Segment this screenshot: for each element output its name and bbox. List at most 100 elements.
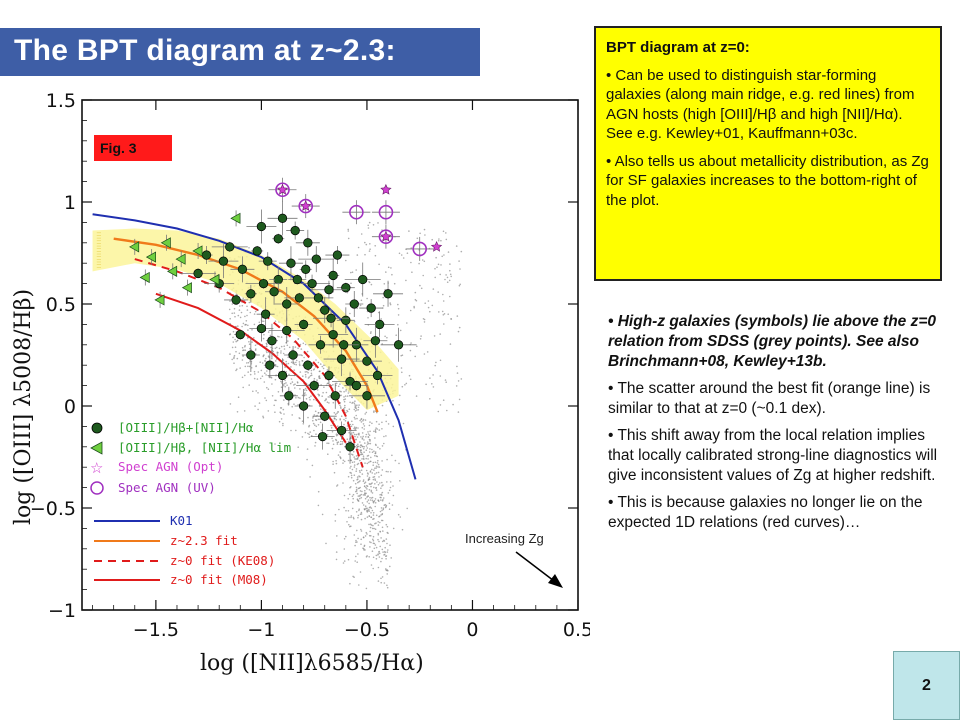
sdss-point [261, 362, 264, 364]
sdss-point [371, 468, 373, 471]
sdss-point [327, 382, 329, 385]
sdss-point [241, 325, 243, 328]
sdss-point [352, 423, 354, 426]
agn-opt-point [380, 183, 392, 195]
sdss-point [344, 406, 346, 409]
detection-point [277, 370, 288, 381]
sdss-point [335, 439, 338, 442]
sdss-point [348, 493, 351, 496]
sdss-point [378, 476, 380, 478]
limit-point [129, 241, 140, 253]
sdss-point [365, 469, 368, 472]
legend-limit-label: [OIII]/Hβ, [NII]/Hα lim [118, 440, 291, 455]
sdss-point [280, 412, 282, 415]
sdss-point [360, 543, 362, 545]
sdss-point [333, 412, 336, 414]
sdss-point [377, 471, 380, 474]
sdss-point [245, 323, 247, 326]
sdss-point [312, 419, 314, 422]
sdss-point [442, 230, 445, 233]
sdss-point [278, 347, 281, 350]
sdss-point [339, 451, 341, 453]
sdss-point [381, 404, 384, 407]
sdss-point [356, 447, 358, 449]
sdss-point [437, 410, 440, 413]
sdss-point [381, 513, 384, 515]
sdss-point [369, 332, 372, 334]
sdss-point [377, 499, 380, 502]
sdss-point [377, 524, 380, 526]
sdss-point [389, 544, 391, 546]
sdss-point [383, 540, 386, 542]
sdss-point [287, 362, 290, 365]
sdss-point [351, 461, 354, 464]
sdss-point [368, 510, 371, 512]
sdss-point [401, 354, 404, 357]
detection-point [290, 225, 300, 236]
sdss-point [335, 558, 338, 561]
sdss-point [332, 443, 335, 446]
sdss-point [438, 238, 440, 240]
sdss-point [372, 556, 375, 559]
legend-agn-uv-label: Spec AGN (UV) [118, 480, 216, 495]
sdss-point [401, 528, 404, 531]
info-box-heading: BPT diagram at z=0: [606, 39, 750, 56]
detection-point [265, 360, 275, 370]
sdss-point [379, 510, 382, 513]
sdss-point [356, 404, 358, 407]
sdss-point [297, 396, 300, 399]
sdss-point [368, 461, 370, 464]
sdss-point [302, 375, 304, 378]
sdss-point [331, 430, 334, 433]
sdss-point [351, 495, 354, 498]
sdss-point [265, 357, 267, 360]
sdss-point [378, 552, 381, 555]
sdss-point [366, 533, 368, 535]
sdss-point [400, 254, 403, 256]
sdss-point [247, 324, 249, 327]
sdss-point [426, 351, 429, 353]
sdss-point [392, 485, 394, 487]
sdss-point [359, 471, 361, 474]
sdss-point [457, 380, 460, 382]
sdss-point [356, 254, 359, 256]
sdss-point [354, 435, 356, 438]
detection-point [294, 293, 305, 303]
sdss-point [233, 356, 235, 359]
sdss-point [239, 305, 241, 307]
sdss-point [382, 296, 385, 299]
sdss-point [423, 228, 426, 231]
sdss-point [366, 472, 369, 474]
sdss-point [432, 374, 434, 376]
sdss-point [355, 486, 358, 489]
sdss-point [244, 344, 246, 347]
sdss-point [368, 515, 371, 517]
bpt-z0-info-box: BPT diagram at z=0: • Can be used to dis… [594, 26, 942, 281]
sdss-point [377, 222, 379, 224]
sdss-point [308, 425, 310, 428]
detection-point [315, 340, 326, 350]
sdss-point [275, 365, 277, 368]
sdss-point [362, 536, 365, 539]
sdss-point [442, 399, 445, 402]
sdss-point [370, 460, 372, 463]
sdss-point [388, 489, 391, 492]
sdss-point [389, 486, 392, 489]
sdss-point [375, 487, 377, 489]
sdss-point [360, 530, 363, 532]
detection-point [298, 401, 309, 411]
sdss-point [370, 485, 372, 488]
sdss-point [235, 340, 237, 343]
sdss-point [345, 259, 347, 262]
sdss-point [255, 390, 257, 392]
sdss-point [382, 508, 385, 511]
sdss-point [364, 413, 367, 415]
sdss-point [448, 279, 451, 282]
sdss-point [362, 455, 365, 458]
sdss-point [433, 335, 436, 337]
sdss-point [369, 471, 372, 473]
detection-point [328, 329, 338, 340]
sdss-point [343, 390, 345, 393]
detection-point [341, 283, 351, 293]
sdss-point [241, 359, 244, 361]
